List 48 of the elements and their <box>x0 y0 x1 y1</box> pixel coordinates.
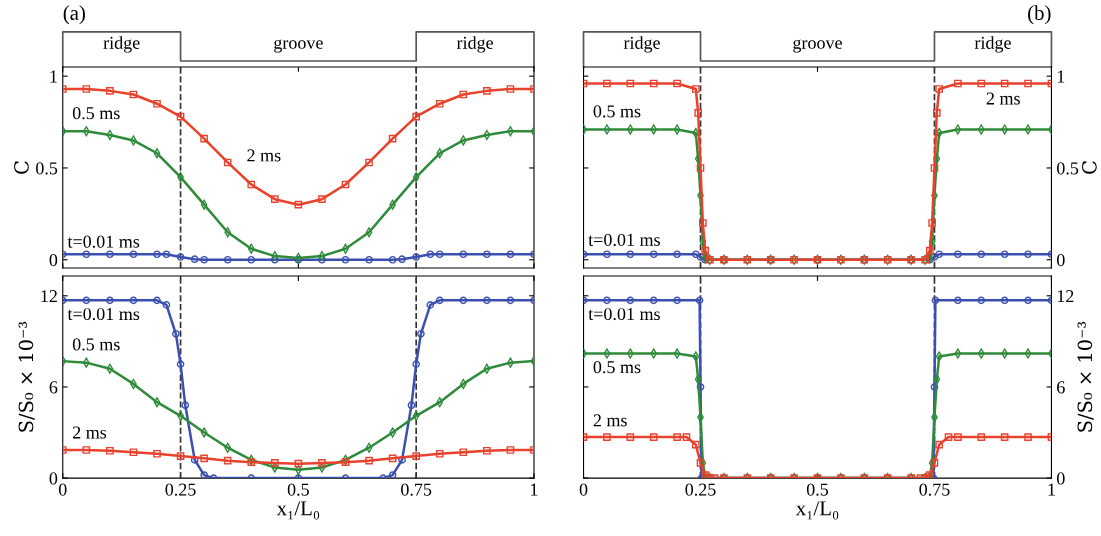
series-label: 0.5 ms <box>593 105 641 118</box>
x-axis-title: x₁/L₀ <box>795 501 839 520</box>
y-tick-label: 1 <box>1057 70 1065 83</box>
y-tick-label: 0 <box>1057 472 1065 485</box>
x-tick-label: 0.5 <box>287 483 309 496</box>
y-tick-label: 0.5 <box>36 162 58 175</box>
y-axis-title: C <box>14 161 29 174</box>
y-tick-label: 1 <box>50 70 57 83</box>
x-tick-label: 0.75 <box>919 483 950 496</box>
y-tick-label: 0 <box>1057 254 1065 267</box>
x-tick-label: 1 <box>531 483 538 496</box>
chart-title: (a) <box>63 5 85 25</box>
series-label: 0.5 ms <box>593 361 641 374</box>
series-label: 2 ms <box>986 92 1020 105</box>
series-label: t=0.01 ms <box>67 307 140 321</box>
series-label: 2 ms <box>247 149 281 162</box>
series-label: 0.5 ms <box>72 338 120 351</box>
series-label: 2 ms <box>72 426 107 439</box>
chart-title: (b) <box>1028 5 1051 25</box>
y-axis-title: S/S₀ × 10⁻³ <box>1077 321 1094 432</box>
series-label: t=0.01 ms <box>588 307 660 321</box>
y-tick-label: 0 <box>49 254 58 267</box>
text: groove <box>274 39 323 53</box>
text: ridge <box>974 36 1011 53</box>
x-tick-label: 0 <box>579 483 588 496</box>
series-label: t=0.01 ms <box>67 235 140 248</box>
x-tick-label: 0.25 <box>685 483 716 496</box>
x-tick-label: 0.25 <box>165 483 196 496</box>
series-label: 0.5 ms <box>72 107 120 120</box>
y-tick-label: 0.5 <box>1057 162 1079 175</box>
text: ridge <box>623 36 660 53</box>
y-tick-label: 6 <box>49 381 58 394</box>
text: ridge <box>103 36 140 53</box>
x-axis-title: x₁/L₀ <box>276 501 320 520</box>
x-tick-label: 0.5 <box>806 483 829 496</box>
y-tick-label: 12 <box>1057 290 1074 303</box>
y-tick-label: 12 <box>41 290 57 303</box>
series-label: 2 ms <box>593 414 627 427</box>
text: ridge <box>456 36 494 53</box>
series-label: t=0.01 ms <box>588 233 660 246</box>
y-axis-title: C <box>1082 161 1097 174</box>
x-tick-label: 0.75 <box>401 483 432 496</box>
x-tick-label: 1 <box>1048 483 1055 496</box>
y-tick-label: 6 <box>1057 381 1065 394</box>
text: groove <box>793 39 842 53</box>
y-tick-label: 0 <box>49 472 58 485</box>
x-tick-label: 0 <box>58 483 67 496</box>
y-axis-title: S/S₀ × 10⁻³ <box>18 321 35 432</box>
